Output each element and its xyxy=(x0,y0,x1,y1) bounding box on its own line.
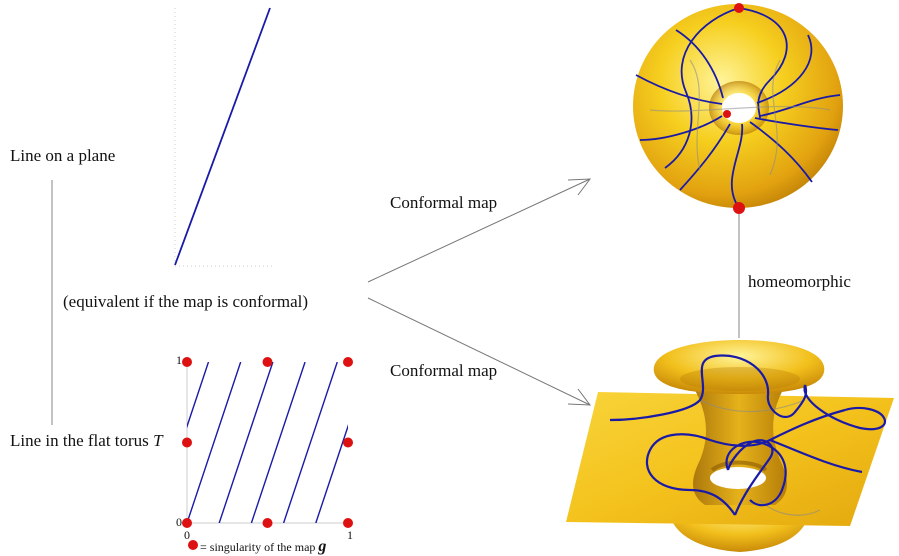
conformal-map-top-label: Conformal map xyxy=(390,193,498,212)
singularity-dot xyxy=(343,518,353,528)
arrow-up-shaft xyxy=(367,178,591,283)
homeomorphic-label: homeomorphic xyxy=(748,272,851,291)
donut-singularity-bottom xyxy=(733,202,745,214)
torus-label-text: Line in the flat torus xyxy=(10,431,154,450)
tick-x-one: 1 xyxy=(347,528,353,542)
torus-line-segment xyxy=(282,362,338,523)
torus-line-segments xyxy=(187,362,348,523)
tick-x-zero: 0 xyxy=(184,528,190,542)
legend-symbol: g xyxy=(318,538,327,555)
donut-singularity-inner xyxy=(723,110,731,118)
torus-line-segment xyxy=(187,362,242,523)
singularity-dot xyxy=(182,357,192,367)
singularity-dot xyxy=(343,437,353,448)
donut-singularity-top xyxy=(734,3,744,13)
singularity-dot xyxy=(182,518,192,528)
singularity-dot xyxy=(262,518,273,528)
line-in-torus-label: Line in the flat torus T xyxy=(10,431,163,451)
legend-text: = singularity of the map g xyxy=(200,538,326,556)
legend-eq: = singularity of the map xyxy=(200,540,319,554)
torus-symbol: T xyxy=(153,431,163,450)
tick-y-one: 1 xyxy=(176,353,182,367)
conformal-map-bottom-label: Conformal map xyxy=(390,361,498,380)
arrow-down-shaft xyxy=(367,297,591,406)
upper-bell xyxy=(653,340,825,394)
torus-line-segment xyxy=(218,362,274,523)
singularity-dots xyxy=(182,357,353,528)
tick-y-zero: 0 xyxy=(176,515,182,529)
singularity-dot xyxy=(262,357,273,367)
torus-line-segment xyxy=(187,362,210,429)
plane-line xyxy=(174,7,271,266)
torus-line-segment xyxy=(250,362,306,523)
torus-line-segment xyxy=(315,424,348,523)
line-on-plane-label: Line on a plane xyxy=(10,146,116,165)
arrow-down-head xyxy=(567,388,592,406)
singularity-dot xyxy=(343,357,353,367)
equivalence-label: (equivalent if the map is conformal) xyxy=(63,292,308,311)
singularity-dot xyxy=(182,437,192,448)
surface-hole xyxy=(710,467,766,489)
arrow-up-head xyxy=(567,178,592,196)
